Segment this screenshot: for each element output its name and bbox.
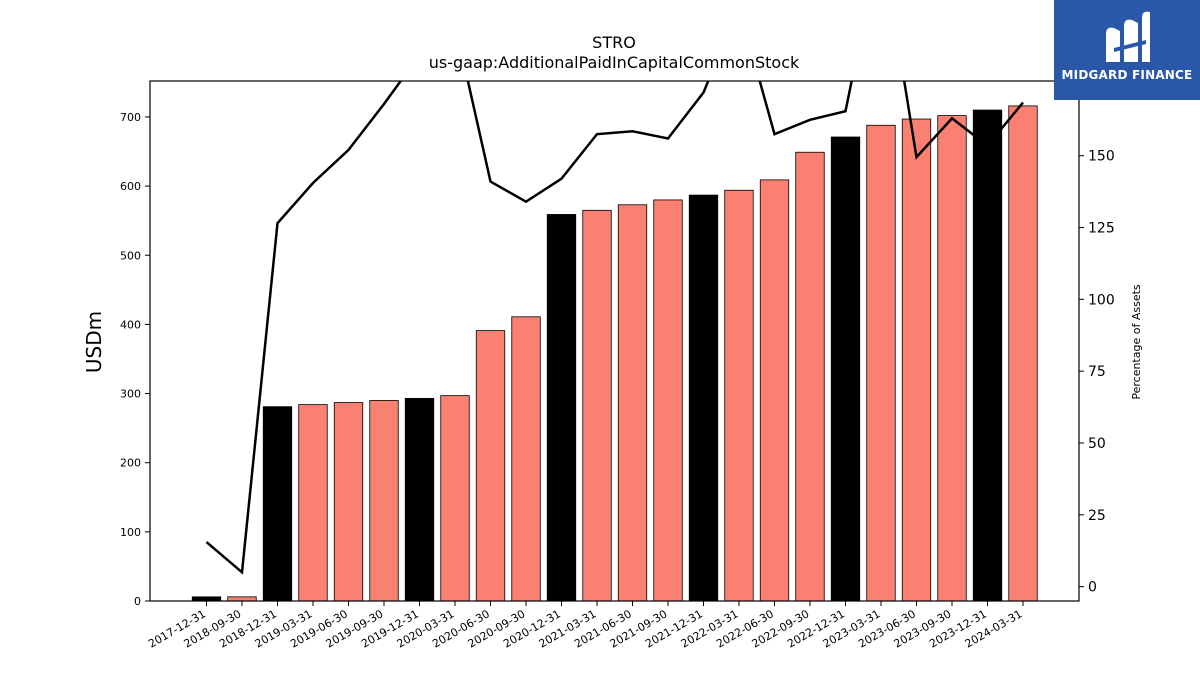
bar-2020-09-30 [511, 316, 541, 602]
y2-tick-label: 0 [1088, 580, 1097, 596]
y-tick-label: 600 [120, 180, 141, 193]
line-layer [205, 81, 1024, 575]
chart-title: STRO [592, 33, 636, 52]
bar-2020-03-31 [440, 395, 470, 602]
y2-tick-label: 150 [1088, 149, 1115, 165]
bar-2023-12-31 [972, 109, 1003, 602]
y2-tick-label: 75 [1088, 364, 1106, 380]
bar-2021-06-30 [617, 204, 648, 602]
bar-2019-09-30 [369, 400, 399, 602]
bar-2017-12-31 [191, 596, 222, 602]
logo-text: MIDGARD FINANCE [1061, 68, 1193, 82]
bar-2021-12-31 [688, 194, 719, 602]
y-tick-label: 100 [120, 526, 141, 539]
y2-tick-label: 25 [1088, 508, 1106, 524]
bar-2023-06-30 [901, 118, 932, 602]
y-tick-label: 0 [134, 595, 141, 608]
bar-2022-06-30 [759, 179, 790, 602]
midgard-logo-icon [1106, 11, 1150, 63]
y-axis-label: USDm [82, 311, 106, 373]
bar-2024-03-31 [1008, 105, 1038, 602]
bar-2022-09-30 [795, 151, 825, 602]
y2-axis-label: Percentage of Assets [1130, 284, 1143, 400]
y-tick-label: 700 [120, 111, 141, 124]
chart-subtitle: us-gaap:AdditionalPaidInCapitalCommonSto… [429, 53, 800, 72]
bar-2019-03-31 [298, 404, 328, 602]
bar-2019-06-30 [333, 402, 364, 602]
bars-layer [191, 105, 1038, 602]
logo: MIDGARD FINANCE [1054, 0, 1200, 100]
y2-tick-label: 50 [1088, 436, 1106, 452]
bar-2022-03-31 [724, 189, 754, 602]
bar-2020-06-30 [475, 330, 506, 602]
y-tick-label: 500 [120, 249, 141, 262]
bar-2019-12-31 [404, 397, 435, 602]
bar-2021-03-31 [582, 209, 612, 602]
plot-frame [149, 80, 1080, 602]
bar-2018-09-30 [227, 596, 257, 602]
y2-tick-label: 100 [1088, 292, 1115, 308]
bar-2020-12-31 [546, 214, 577, 602]
bar-2023-03-31 [866, 124, 896, 602]
percentage-line [205, 81, 1024, 575]
bar-2023-09-30 [937, 115, 967, 602]
bar-2021-09-30 [653, 199, 683, 602]
y-tick-label: 200 [120, 457, 141, 470]
y2-tick-label: 125 [1088, 221, 1115, 237]
y-tick-label: 300 [120, 388, 141, 401]
y-tick-label: 400 [120, 318, 141, 331]
bar-2018-12-31 [262, 406, 293, 602]
bar-2022-12-31 [830, 136, 861, 602]
